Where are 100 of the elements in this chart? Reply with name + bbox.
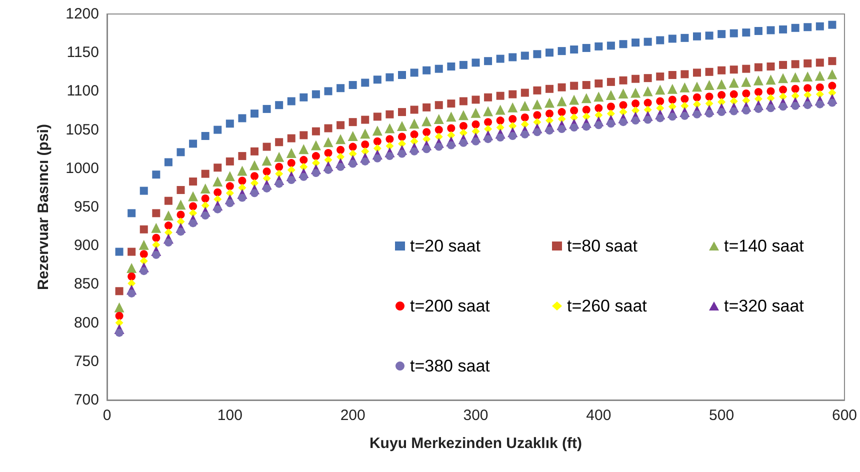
point xyxy=(816,83,824,92)
point xyxy=(422,66,431,74)
point xyxy=(632,106,640,114)
point xyxy=(386,110,394,118)
point xyxy=(458,110,468,120)
point xyxy=(348,142,357,151)
point xyxy=(816,100,824,108)
point xyxy=(804,84,812,92)
point xyxy=(287,97,296,106)
point xyxy=(152,170,160,179)
point xyxy=(766,104,775,112)
point xyxy=(828,88,836,97)
point xyxy=(300,131,308,140)
point xyxy=(496,92,504,100)
point xyxy=(632,100,640,108)
x-tick-label: 500 xyxy=(709,407,734,424)
point xyxy=(533,128,542,136)
point xyxy=(386,135,394,144)
point xyxy=(546,126,554,135)
point xyxy=(470,108,481,118)
legend-label: t=380 saat xyxy=(410,356,490,376)
point xyxy=(544,98,554,108)
point xyxy=(594,104,603,112)
point xyxy=(594,111,603,120)
point xyxy=(766,74,776,85)
point xyxy=(558,83,566,92)
point xyxy=(594,92,604,102)
point xyxy=(718,91,726,100)
point xyxy=(262,167,271,176)
point xyxy=(373,76,382,84)
point xyxy=(508,122,517,130)
point xyxy=(656,97,664,106)
point xyxy=(422,128,431,136)
point xyxy=(606,78,615,86)
point xyxy=(336,84,345,92)
point xyxy=(754,104,762,113)
point xyxy=(238,152,246,160)
point xyxy=(164,238,172,247)
point xyxy=(472,58,480,67)
point xyxy=(508,132,517,140)
point xyxy=(828,57,836,66)
point xyxy=(361,147,370,156)
point xyxy=(619,108,628,116)
point xyxy=(275,101,284,110)
point xyxy=(312,152,320,160)
y-tick-label: 1050 xyxy=(66,121,99,138)
point xyxy=(754,94,762,103)
point xyxy=(668,34,676,43)
point xyxy=(656,104,664,112)
point xyxy=(692,100,701,108)
point xyxy=(718,30,726,38)
point xyxy=(644,74,652,82)
point xyxy=(484,57,492,66)
point xyxy=(533,86,542,94)
point xyxy=(262,184,271,192)
x-tick-label: 600 xyxy=(832,407,857,424)
point xyxy=(594,42,603,50)
point xyxy=(594,121,603,130)
point xyxy=(619,76,628,84)
point xyxy=(348,81,357,90)
point xyxy=(336,162,345,171)
point xyxy=(816,22,824,30)
point xyxy=(606,110,615,118)
point xyxy=(447,100,456,108)
point xyxy=(680,94,689,103)
point xyxy=(361,157,370,166)
point xyxy=(692,68,701,77)
point xyxy=(398,70,406,79)
point xyxy=(324,166,332,174)
point xyxy=(742,64,750,73)
point xyxy=(128,209,136,218)
x-tick-label: 100 xyxy=(217,407,242,424)
point xyxy=(398,140,406,148)
point xyxy=(140,257,148,266)
point xyxy=(667,84,678,94)
point xyxy=(140,186,148,195)
legend-label: t=140 saat xyxy=(724,236,804,256)
legend-label: t=200 saat xyxy=(410,296,490,316)
point xyxy=(582,122,590,131)
point xyxy=(324,156,332,164)
point xyxy=(373,112,382,121)
point xyxy=(324,87,332,96)
point xyxy=(238,184,246,192)
point xyxy=(472,137,480,146)
point xyxy=(237,166,248,176)
point xyxy=(226,157,234,166)
point xyxy=(434,142,443,151)
point xyxy=(520,130,529,138)
point xyxy=(152,234,160,242)
point xyxy=(668,112,676,121)
point xyxy=(606,102,615,111)
point xyxy=(238,176,246,185)
point xyxy=(459,128,468,137)
point xyxy=(728,78,739,88)
point xyxy=(212,176,223,187)
point xyxy=(250,179,258,188)
point xyxy=(373,137,382,146)
point xyxy=(520,88,529,97)
point xyxy=(680,112,689,120)
point xyxy=(606,42,615,50)
